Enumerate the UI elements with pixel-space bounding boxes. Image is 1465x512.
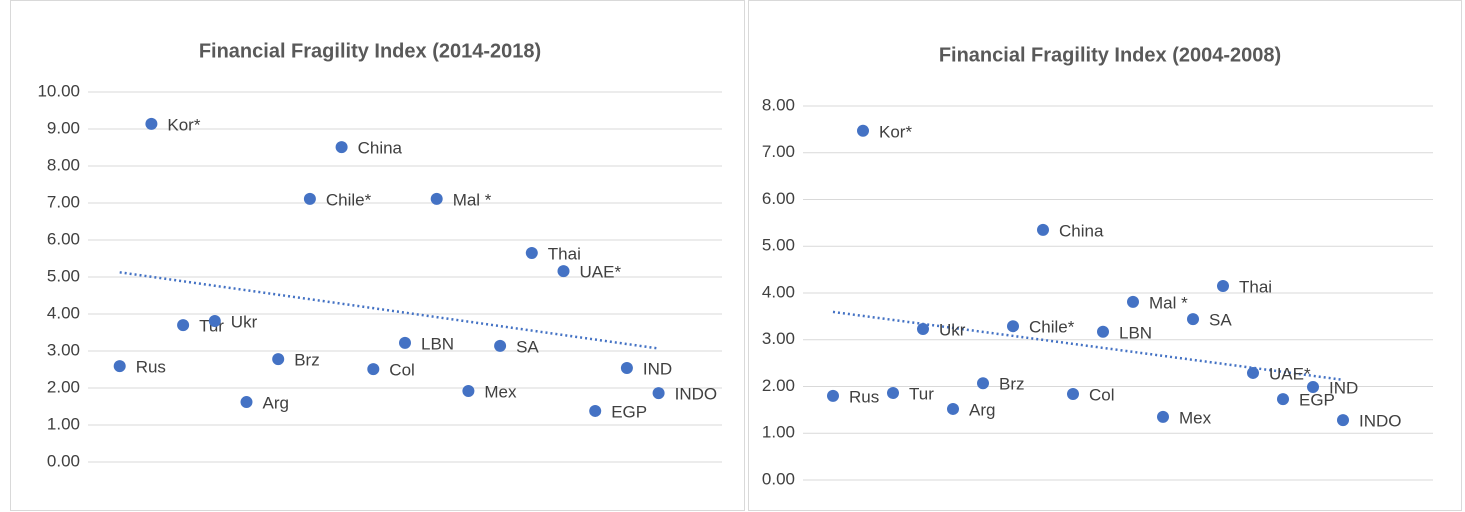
point-label: Col xyxy=(389,361,415,380)
point-label: UAE* xyxy=(1269,364,1311,383)
point xyxy=(620,362,633,375)
chart-title: Financial Fragility Index (2014-2018) xyxy=(199,40,541,62)
point xyxy=(1037,223,1049,236)
y-tick-label: 8.00 xyxy=(762,95,795,114)
point xyxy=(857,124,869,137)
point-label: Col xyxy=(1089,385,1115,404)
y-tick-label: 7.00 xyxy=(762,142,795,161)
point xyxy=(1247,366,1259,379)
point-label: Tur xyxy=(909,385,934,404)
point xyxy=(1187,313,1199,326)
point xyxy=(557,265,570,278)
point-label: EGP xyxy=(611,402,647,421)
y-tick-label: 5.00 xyxy=(762,236,795,255)
point-label: Thai xyxy=(548,244,581,263)
point xyxy=(1277,393,1289,406)
point-label: Brz xyxy=(999,375,1025,394)
point xyxy=(1007,320,1019,333)
point xyxy=(977,377,989,390)
point xyxy=(589,404,602,417)
point-label: SA xyxy=(516,337,539,356)
point xyxy=(947,402,959,415)
point xyxy=(303,192,316,205)
y-tick-label: 9.00 xyxy=(47,118,80,137)
point xyxy=(1217,279,1229,292)
point xyxy=(1337,414,1349,427)
y-tick-label: 4.00 xyxy=(47,303,80,322)
point-label: Thai xyxy=(1239,277,1272,296)
point-label: Brz xyxy=(294,351,320,370)
y-tick-label: 1.00 xyxy=(762,423,795,442)
y-tick-label: 0.00 xyxy=(762,469,795,488)
point xyxy=(917,322,929,335)
point xyxy=(525,246,538,259)
point-label: INDO xyxy=(675,385,718,404)
y-tick-label: 6.00 xyxy=(762,189,795,208)
chart-title: Financial Fragility Index (2004-2008) xyxy=(939,44,1281,66)
point-label: Arg xyxy=(263,394,289,413)
y-tick-label: 2.00 xyxy=(47,377,80,396)
point-label: IND xyxy=(643,360,672,379)
point xyxy=(272,353,285,366)
y-tick-label: 4.00 xyxy=(762,282,795,301)
point-label: Ukr xyxy=(939,320,966,339)
point xyxy=(652,387,665,400)
point xyxy=(887,387,899,400)
point xyxy=(1307,380,1319,393)
y-tick-label: 7.00 xyxy=(47,192,80,211)
point-label: China xyxy=(1059,221,1104,240)
point-label: EGP xyxy=(1299,391,1335,410)
panel-border xyxy=(10,0,745,511)
point-label: Mex xyxy=(1179,408,1212,427)
point xyxy=(1157,410,1169,423)
point-label: Rus xyxy=(136,358,166,377)
trendline xyxy=(119,271,659,350)
point-label: Ukr xyxy=(231,313,258,332)
point xyxy=(462,384,475,397)
point-label: Rus xyxy=(849,387,879,406)
point xyxy=(399,336,411,349)
point-label: Kor* xyxy=(167,115,200,134)
point xyxy=(494,339,507,352)
point xyxy=(177,319,190,332)
trendline xyxy=(832,310,1344,382)
y-tick-label: 1.00 xyxy=(47,414,80,433)
point-label: Arg xyxy=(969,400,995,419)
point-label: China xyxy=(358,139,403,158)
point-label: LBN xyxy=(1119,323,1152,342)
y-tick-label: 3.00 xyxy=(47,340,80,359)
point-label: SA xyxy=(1209,311,1232,330)
y-tick-label: 3.00 xyxy=(762,329,795,348)
point xyxy=(1127,295,1139,308)
point xyxy=(113,360,126,373)
panel-border xyxy=(748,0,1462,511)
point-label: Mex xyxy=(484,382,517,401)
y-tick-label: 2.00 xyxy=(762,376,795,395)
point xyxy=(208,315,221,328)
point xyxy=(240,396,253,409)
point-label: Mal * xyxy=(1149,293,1188,312)
point xyxy=(430,192,443,205)
point-label: UAE* xyxy=(580,263,622,282)
point xyxy=(367,363,380,376)
y-tick-label: 5.00 xyxy=(47,266,80,285)
point-label: IND xyxy=(1329,378,1358,397)
point xyxy=(827,389,839,402)
point xyxy=(1067,387,1079,400)
point-label: LBN xyxy=(421,334,454,353)
point-label: INDO xyxy=(1359,412,1402,431)
point xyxy=(1097,325,1109,338)
point-label: Kor* xyxy=(879,122,912,141)
point-label: Chile* xyxy=(1029,318,1075,337)
y-tick-label: 8.00 xyxy=(47,155,80,174)
point xyxy=(335,141,348,154)
y-tick-label: 6.00 xyxy=(47,229,80,248)
y-tick-label: 10.00 xyxy=(37,81,80,100)
point xyxy=(145,117,158,130)
y-tick-label: 0.00 xyxy=(47,451,80,470)
point-label: Mal * xyxy=(453,190,492,209)
point-label: Chile* xyxy=(326,190,372,209)
